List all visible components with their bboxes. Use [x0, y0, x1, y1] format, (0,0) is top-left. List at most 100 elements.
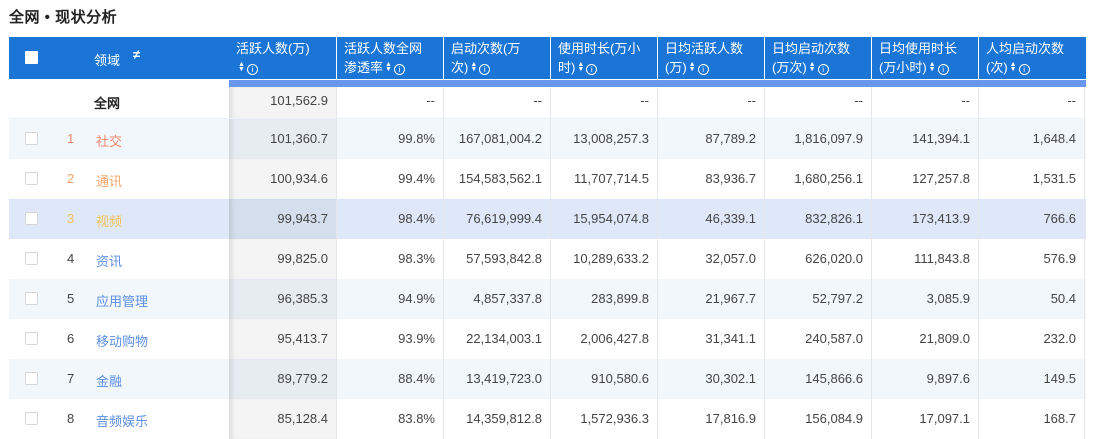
- sort-icon[interactable]: ▲ ▼: [1009, 61, 1017, 73]
- total-cell: --: [657, 87, 764, 118]
- table-cell: 910,580.6: [550, 359, 657, 399]
- table-cell: 626,020.0: [764, 239, 871, 279]
- row-checkbox[interactable]: [25, 172, 38, 185]
- row-checkbox[interactable]: [25, 292, 38, 305]
- column-header-3[interactable]: 使用时长(万小 时) ▲ ▼ i: [550, 37, 657, 79]
- info-icon[interactable]: i: [246, 64, 258, 75]
- table-cell: 766.6: [978, 199, 1085, 239]
- table-cell: 99,943.7: [229, 199, 336, 239]
- info-icon[interactable]: i: [937, 64, 949, 75]
- table-cell: 14,359,812.8: [443, 399, 550, 439]
- sort-icon[interactable]: ▲ ▼: [688, 61, 696, 73]
- table-row[interactable]: 4 资讯 99,825.0 98.3% 57,593,842.8 10,289,633.2…: [9, 239, 1086, 279]
- sort-icon[interactable]: ▲ ▼: [238, 61, 245, 73]
- table-row[interactable]: 5 应用管理 96,385.3 94.9% 4,857,337.8 283,899.8 21…: [9, 279, 1086, 319]
- sort-icon[interactable]: ▲ ▼: [385, 61, 392, 73]
- info-icon[interactable]: i: [817, 64, 829, 75]
- table-cell: 89,779.2: [229, 359, 336, 399]
- table-cell: 149.5: [978, 359, 1085, 399]
- row-checkbox[interactable]: [25, 412, 38, 425]
- info-icon[interactable]: i: [479, 64, 491, 75]
- rank-number: 6: [67, 331, 75, 346]
- column-header-5[interactable]: 日均启动次数 (万次) ▲ ▼ i: [764, 37, 871, 79]
- rank-number: 7: [67, 371, 75, 386]
- table-row[interactable]: 8 音频娱乐 85,128.4 83.8% 14,359,812.8 1,572,936.…: [9, 399, 1086, 439]
- table-cell: 1,680,256.1: [764, 159, 871, 199]
- pin-icon[interactable]: ≠: [133, 47, 141, 62]
- total-cell: --: [764, 87, 871, 118]
- table-cell: 93.9%: [336, 319, 443, 359]
- table-cell: 11,707,714.5: [550, 159, 657, 199]
- domain-link[interactable]: 金融: [96, 374, 123, 389]
- column-header-label-line2: 次): [451, 60, 469, 75]
- sort-icon[interactable]: ▲ ▼: [808, 61, 816, 73]
- table-row[interactable]: 7 金融 89,779.2 88.4% 13,419,723.0 910,580.6 30,…: [9, 359, 1086, 399]
- table-cell: 145,866.6: [764, 359, 871, 399]
- row-checkbox[interactable]: [25, 132, 38, 145]
- table-cell: 95,413.7: [229, 319, 336, 359]
- table-cell: 32,057.0: [657, 239, 764, 279]
- table-cell: 1,572,936.3: [550, 399, 657, 439]
- table-cell: 88.4%: [336, 359, 443, 399]
- column-header-label-line2: 渗透率: [344, 60, 384, 75]
- table-row[interactable]: 6 移动购物 95,413.7 93.9% 22,134,003.1 2,006,427.…: [9, 319, 1086, 359]
- info-icon[interactable]: i: [393, 64, 405, 75]
- table-row[interactable]: 1 社交 101,360.7 99.8% 167,081,004.2 13,008,257…: [9, 119, 1086, 159]
- table-cell: 96,385.3: [229, 279, 336, 319]
- column-header-0[interactable]: 活跃人数(万) ▲ ▼ i: [229, 37, 336, 79]
- domain-link[interactable]: 通讯: [96, 174, 123, 189]
- total-row-name: 全网: [94, 96, 121, 111]
- table-cell: 3,085.9: [871, 279, 978, 319]
- rank-number: 4: [67, 251, 75, 266]
- table-cell: 832,826.1: [764, 199, 871, 239]
- column-header-2[interactable]: 启动次数(万 次) ▲ ▼ i: [443, 37, 550, 79]
- table-cell: 30,302.1: [657, 359, 764, 399]
- domain-column-label: 领域: [94, 53, 121, 68]
- table-row[interactable]: 3 视频 99,943.7 98.4% 76,619,999.4 15,954,074.8…: [9, 199, 1086, 239]
- domain-link[interactable]: 资讯: [96, 254, 123, 269]
- rank-number: 3: [67, 211, 75, 226]
- row-checkbox[interactable]: [25, 332, 38, 345]
- domain-link[interactable]: 社交: [96, 134, 123, 149]
- domain-link[interactable]: 音频娱乐: [96, 414, 149, 429]
- table-cell: 1,648.4: [978, 119, 1085, 159]
- table-cell: 21,809.0: [871, 319, 978, 359]
- column-header-7[interactable]: 人均启动次数 (次) ▲ ▼ i: [978, 37, 1085, 79]
- table-cell: 50.4: [978, 279, 1085, 319]
- column-header-6[interactable]: 日均使用时长 (万小时) ▲ ▼ i: [871, 37, 978, 79]
- column-header-4[interactable]: 日均活跃人数 (万) ▲ ▼ i: [657, 37, 764, 79]
- rank-number: 2: [67, 171, 75, 186]
- sort-icon[interactable]: ▲ ▼: [577, 61, 585, 73]
- table-cell: 283,899.8: [550, 279, 657, 319]
- select-all-checkbox[interactable]: [25, 51, 38, 64]
- info-icon[interactable]: i: [586, 64, 598, 75]
- table-cell: 21,967.7: [657, 279, 764, 319]
- domain-link[interactable]: 视频: [96, 214, 123, 229]
- table-cell: 13,419,723.0: [443, 359, 550, 399]
- row-checkbox[interactable]: [25, 212, 38, 225]
- table-cell: 240,587.0: [764, 319, 871, 359]
- table-cell: 57,593,842.8: [443, 239, 550, 279]
- sort-icon[interactable]: ▲ ▼: [928, 61, 936, 73]
- table-cell: 13,008,257.3: [550, 119, 657, 159]
- table-cell: 22,134,003.1: [443, 319, 550, 359]
- row-checkbox[interactable]: [25, 252, 38, 265]
- column-header-1[interactable]: 活跃人数全网 渗透率 ▲ ▼ i: [336, 37, 443, 79]
- table-cell: 173,413.9: [871, 199, 978, 239]
- table-cell: 100,934.6: [229, 159, 336, 199]
- domain-link[interactable]: 应用管理: [96, 294, 149, 309]
- table-cell: 87,789.2: [657, 119, 764, 159]
- table-cell: 98.4%: [336, 199, 443, 239]
- domain-link[interactable]: 移动购物: [96, 334, 149, 349]
- total-cell: --: [871, 87, 978, 118]
- info-icon[interactable]: i: [1018, 64, 1030, 75]
- row-checkbox[interactable]: [25, 372, 38, 385]
- table-cell: 168.7: [978, 399, 1085, 439]
- table-cell: 141,394.1: [871, 119, 978, 159]
- table-row[interactable]: 2 通讯 100,934.6 99.4% 154,583,562.1 11,707,714…: [9, 159, 1086, 199]
- table-cell: 99.8%: [336, 119, 443, 159]
- header-fixed: 领域 ≠: [9, 37, 229, 79]
- sort-icon[interactable]: ▲ ▼: [470, 61, 478, 73]
- column-header-label: 日均启动次数: [772, 41, 851, 56]
- info-icon[interactable]: i: [697, 64, 709, 75]
